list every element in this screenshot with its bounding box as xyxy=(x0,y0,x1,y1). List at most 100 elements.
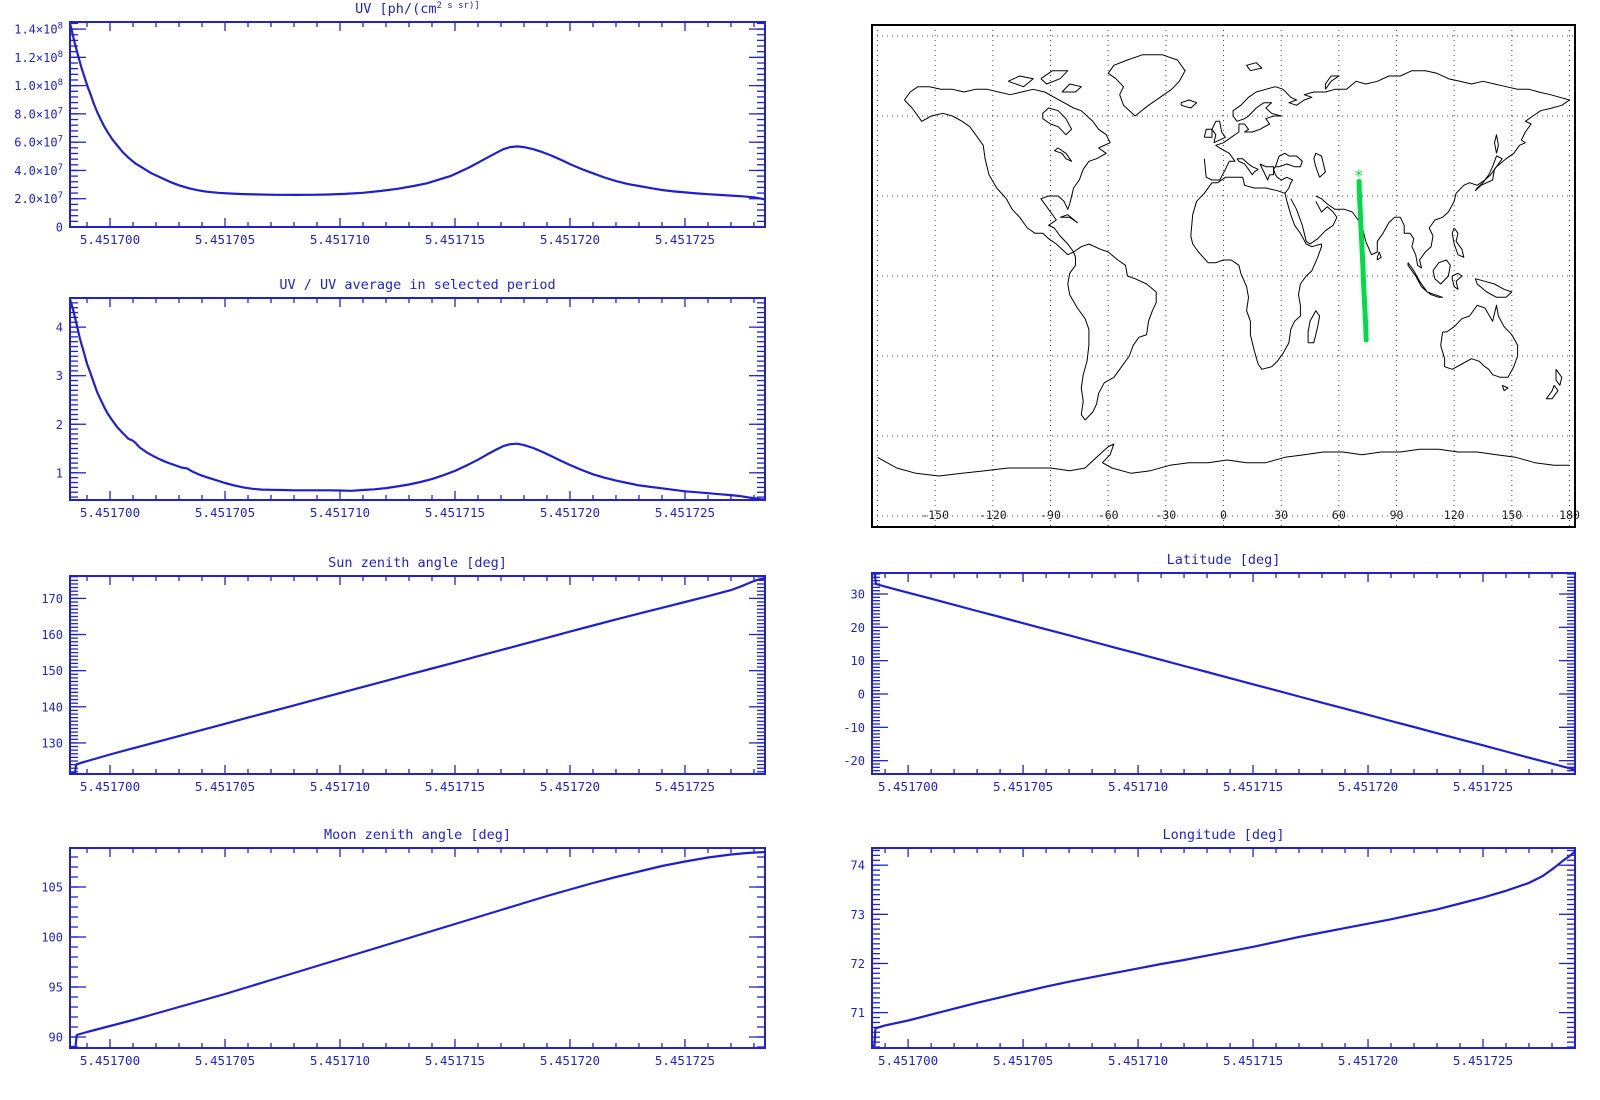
lat-ticks xyxy=(872,573,1576,775)
lat-y-tick-label: -10 xyxy=(843,721,865,735)
map-lon-label: 150 xyxy=(1501,508,1522,522)
lat-y-tick-label: 10 xyxy=(851,654,865,668)
sun-ticks xyxy=(70,576,765,774)
sun-y-tick-label: 150 xyxy=(41,664,63,678)
lat-x-tick-label: 5.451700 xyxy=(878,779,938,794)
sun-chart: 5.451700 5.451705 5.451710 5.451715 5.451720… xyxy=(41,555,766,794)
lon-x-tick-label: 5.451700 xyxy=(878,1053,938,1068)
lon-x-tick-label: 5.451705 xyxy=(993,1053,1053,1068)
moon-y-tick-label: 90 xyxy=(49,1031,63,1045)
ratio-title: UV / UV average in selected period xyxy=(279,277,555,293)
sun-x-tick-label: 5.451705 xyxy=(195,779,255,794)
lon-ticks xyxy=(872,848,1576,1048)
sun-x-tick-label: 5.451700 xyxy=(80,779,140,794)
lat-y-tick-label: 20 xyxy=(851,621,865,635)
uv-y-tick-label: 0 xyxy=(56,221,63,235)
lat-series-line xyxy=(872,573,1575,771)
sun-x-tick-label: 5.451715 xyxy=(425,779,485,794)
ratio-x-tick-label: 5.451710 xyxy=(310,505,370,520)
map-lon-label: 0 xyxy=(1220,508,1227,522)
ratio-x-tick-label: 5.451705 xyxy=(195,505,255,520)
lat-x-tick-label: 5.451715 xyxy=(1223,779,1283,794)
ratio-y-tick-label: 2 xyxy=(56,418,63,432)
lon-y-tick-label: 74 xyxy=(851,859,865,873)
lat-y-tick-label: 0 xyxy=(858,688,865,702)
uv-series-line xyxy=(70,23,765,201)
map-lon-label: -60 xyxy=(1098,508,1119,522)
moon-title: Moon zenith angle [deg] xyxy=(324,827,511,843)
lat-y-tick-label: -20 xyxy=(843,754,865,768)
moon-x-tick-label: 5.451720 xyxy=(540,1053,600,1068)
lon-frame xyxy=(871,847,1576,1049)
uv-frame xyxy=(69,21,766,228)
satellite-track xyxy=(1356,178,1369,343)
moon-y-tick-label: 95 xyxy=(49,981,63,995)
ratio-y-tick-label: 3 xyxy=(56,369,63,383)
lon-title: Longitude [deg] xyxy=(1163,827,1285,843)
map-graticule xyxy=(872,25,1575,527)
track-start-marker: * xyxy=(1354,166,1364,185)
moon-x-tick-label: 5.451705 xyxy=(195,1053,255,1068)
sun-y-tick-label: 130 xyxy=(41,736,63,750)
uv-x-tick-label: 5.451720 xyxy=(540,232,600,247)
moon-frame xyxy=(69,847,766,1049)
ratio-ticks xyxy=(70,297,765,500)
lon-x-tick-label: 5.451715 xyxy=(1223,1053,1283,1068)
sun-y-tick-label: 170 xyxy=(41,592,63,606)
uv-title: UV [ph/(cm2 s sr)] xyxy=(355,1,480,17)
uv-chart: 5.451700 5.451705 5.451710 5.451715 5.451720… xyxy=(14,1,766,247)
lon-y-tick-label: 71 xyxy=(851,1006,865,1020)
uv-y-tick-label: 4.0×107 xyxy=(14,163,63,178)
lon-x-tick-label: 5.451720 xyxy=(1338,1053,1398,1068)
lon-y-tick-label: 72 xyxy=(851,957,865,971)
ratio-y-tick-label: 1 xyxy=(56,466,63,480)
uv-y-tick-label: 1.4×108 xyxy=(14,22,63,37)
ratio-chart: 5.451700 5.451705 5.451710 5.451715 5.451720… xyxy=(56,277,766,520)
map-lon-label: 30 xyxy=(1274,508,1288,522)
lat-y-tick-label: 30 xyxy=(851,588,865,602)
world-coastlines xyxy=(877,54,1570,477)
ratio-series-line xyxy=(70,298,765,500)
sun-y-tick-label: 140 xyxy=(41,700,63,714)
map-lon-label: -120 xyxy=(979,508,1007,522)
lon-series-line xyxy=(872,850,1575,1047)
uv-x-tick-label: 5.451705 xyxy=(195,232,255,247)
sun-frame xyxy=(69,575,766,775)
sun-x-tick-label: 5.451725 xyxy=(655,779,715,794)
map-lon-label: -30 xyxy=(1155,508,1176,522)
sun-y-tick-label: 160 xyxy=(41,628,63,642)
lat-title: Latitude [deg] xyxy=(1167,552,1281,568)
moon-y-tick-label: 100 xyxy=(41,931,63,945)
map-lon-label: -90 xyxy=(1040,508,1061,522)
lat-x-tick-label: 5.451705 xyxy=(993,779,1053,794)
sun-x-tick-label: 5.451720 xyxy=(540,779,600,794)
uv-x-tick-label: 5.451725 xyxy=(655,232,715,247)
moon-ticks xyxy=(70,848,765,1048)
lon-chart: 5.451700 5.451705 5.451710 5.451715 5.451720… xyxy=(851,827,1576,1068)
lat-x-tick-label: 5.451725 xyxy=(1453,779,1513,794)
world-map: * -150 -120 -90 -60 -30 0 30 60 90 120 150 180 xyxy=(871,24,1580,528)
uv-x-tick-label: 5.451700 xyxy=(80,232,140,247)
map-lon-label: 60 xyxy=(1332,508,1346,522)
sun-x-tick-label: 5.451710 xyxy=(310,779,370,794)
ratio-x-tick-label: 5.451700 xyxy=(80,505,140,520)
moon-x-tick-label: 5.451700 xyxy=(80,1053,140,1068)
uv-x-tick-label: 5.451715 xyxy=(425,232,485,247)
uv-y-tick-label: 6.0×107 xyxy=(14,135,63,150)
moon-x-tick-label: 5.451715 xyxy=(425,1053,485,1068)
moon-x-tick-label: 5.451725 xyxy=(655,1053,715,1068)
lon-y-tick-label: 73 xyxy=(851,908,865,922)
uv-ticks xyxy=(70,22,765,228)
uv-y-tick-label: 1.0×108 xyxy=(14,78,63,93)
map-lon-label: 120 xyxy=(1444,508,1465,522)
uv-y-tick-label: 1.2×108 xyxy=(14,50,63,65)
uv-y-tick-label: 2.0×107 xyxy=(14,191,63,206)
ratio-frame xyxy=(69,297,766,501)
lat-x-tick-label: 5.451720 xyxy=(1338,779,1398,794)
map-lon-label: -150 xyxy=(921,508,949,522)
uv-y-tick-label: 8.0×107 xyxy=(14,106,63,121)
ratio-x-tick-label: 5.451715 xyxy=(425,505,485,520)
moon-x-tick-label: 5.451710 xyxy=(310,1053,370,1068)
